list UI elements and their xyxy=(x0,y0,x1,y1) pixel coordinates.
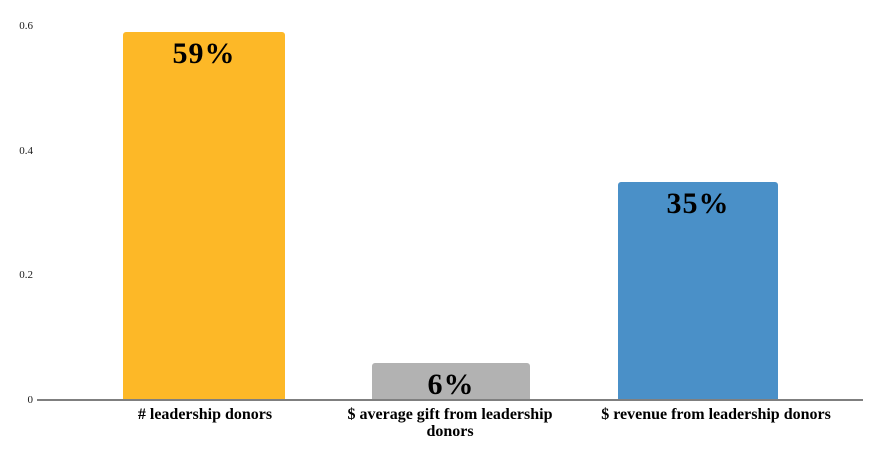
bar: 35% xyxy=(618,182,778,400)
x-axis-category-label: $ average gift from leadership donors xyxy=(347,406,553,440)
x-axis-category-label: # leadership donors xyxy=(137,406,273,423)
y-axis-tick-label: 0.6 xyxy=(19,19,33,32)
y-axis-tick-label: 0.2 xyxy=(19,269,33,282)
x-axis-line xyxy=(37,399,863,401)
bar-value-label: 59% xyxy=(172,37,236,70)
bar: 59% xyxy=(123,32,285,400)
bar: 6% xyxy=(372,363,530,400)
y-axis-tick-label: 0 xyxy=(27,394,34,406)
y-axis-tick-label: 0.4 xyxy=(19,144,33,157)
x-axis-category-label: $ revenue from leadership donors xyxy=(601,406,831,423)
bar-value-label: 35% xyxy=(666,187,730,220)
bar-value-label: 6% xyxy=(427,368,475,401)
